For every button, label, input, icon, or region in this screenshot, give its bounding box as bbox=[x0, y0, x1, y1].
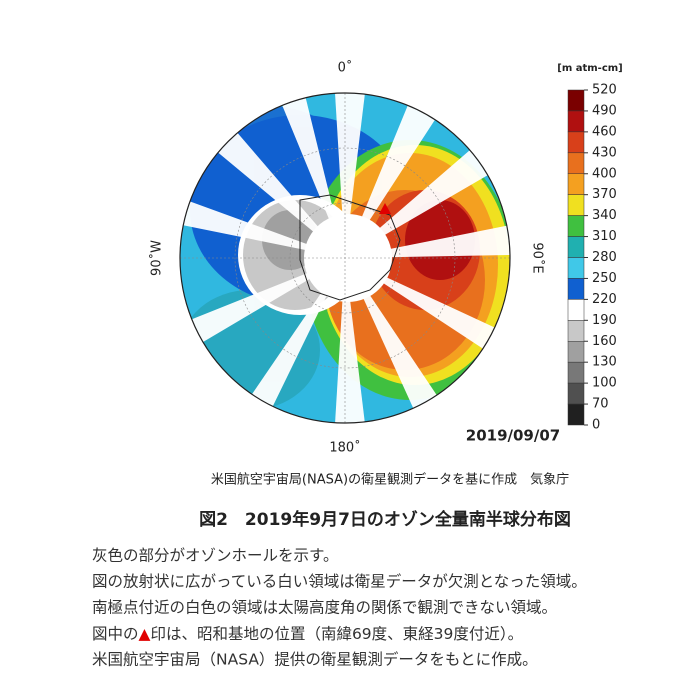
colorbar-tick-label: 100 bbox=[592, 376, 617, 391]
colorbar-segment bbox=[567, 403, 585, 426]
source: 米国航空宇宙局(NASA)の衛星観測データを基に作成 気象庁 bbox=[211, 472, 569, 488]
colorbar-segment bbox=[567, 236, 585, 258]
date: 2019/09/07 bbox=[466, 427, 560, 445]
colorbar-segment bbox=[567, 89, 585, 112]
colorbar-tick-label: 190 bbox=[592, 313, 617, 328]
south-label: 180˚ bbox=[329, 440, 360, 456]
colorbar-segment bbox=[567, 278, 585, 300]
west-label: 90˚W bbox=[149, 240, 165, 276]
colorbar-segment bbox=[567, 173, 585, 195]
description-line: 南極点付近の白色の領域は太陽高度角の関係で観測できない領域。 bbox=[92, 599, 557, 617]
colorbar-tick-label: 490 bbox=[592, 103, 617, 118]
description-line: 灰色の部分がオゾンホールを示す。 bbox=[92, 547, 338, 565]
syowa-marker bbox=[379, 203, 391, 214]
symbol: ▲ bbox=[139, 625, 151, 643]
colorbar-tick-label: 370 bbox=[592, 187, 617, 202]
text: 印は、昭和基地の位置（南緯69度、東経39度付近）。 bbox=[150, 625, 523, 643]
colorbar-tick-label: 220 bbox=[592, 292, 617, 307]
colorbar-segment bbox=[567, 131, 585, 154]
colorbar-tick-label: 0 bbox=[592, 418, 600, 433]
text: 図中の bbox=[92, 625, 139, 643]
colorbar-tick-label: 250 bbox=[592, 271, 617, 286]
north-label: 0˚ bbox=[338, 60, 353, 76]
colorbar-segment bbox=[567, 320, 585, 342]
description-line: 図中の▲印は、昭和基地の位置（南緯69度、東経39度付近）。 bbox=[92, 625, 523, 643]
colorbar-tick-label: 340 bbox=[592, 208, 617, 223]
colorbar-unit: [m atm-cm] bbox=[557, 63, 623, 74]
colorbar-segment bbox=[567, 215, 585, 237]
description-line: 米国航空宇宙局（NASA）提供の衛星観測データをもとに作成。 bbox=[92, 650, 538, 669]
colorbar-segment bbox=[567, 361, 585, 384]
colorbar-segment bbox=[567, 382, 585, 405]
colorbar-tick-label: 400 bbox=[592, 166, 617, 181]
colorbar-segment bbox=[567, 257, 585, 279]
colorbar-tick-label: 310 bbox=[592, 229, 617, 244]
colorbar-tick-label: 280 bbox=[592, 250, 617, 265]
colorbar-tick-label: 460 bbox=[592, 124, 617, 139]
colorbar: 520 490 460 430 400 370 340 310 280 250 220 190 160 1… bbox=[567, 83, 617, 433]
colorbar-segment bbox=[567, 341, 585, 363]
colorbar-tick-label: 70 bbox=[592, 397, 609, 412]
colorbar-segment bbox=[567, 152, 585, 174]
colorbar-segment bbox=[567, 194, 585, 216]
colorbar-segment bbox=[567, 110, 585, 133]
ozone-map bbox=[180, 93, 510, 423]
caption: 図2 2019年9月7日のオゾン全量南半球分布図 bbox=[199, 509, 571, 530]
colorbar-segment bbox=[567, 299, 585, 321]
east-label: 90˚E bbox=[530, 242, 546, 273]
colorbar-tick-label: 520 bbox=[592, 83, 617, 98]
colorbar-tick-label: 430 bbox=[592, 145, 617, 160]
description-line: 図の放射状に広がっている白い領域は衛星データが欠測となった領域。 bbox=[92, 572, 587, 591]
colorbar-tick-label: 130 bbox=[592, 355, 617, 370]
colorbar-tick-label: 160 bbox=[592, 334, 617, 349]
map-border bbox=[179, 92, 511, 424]
